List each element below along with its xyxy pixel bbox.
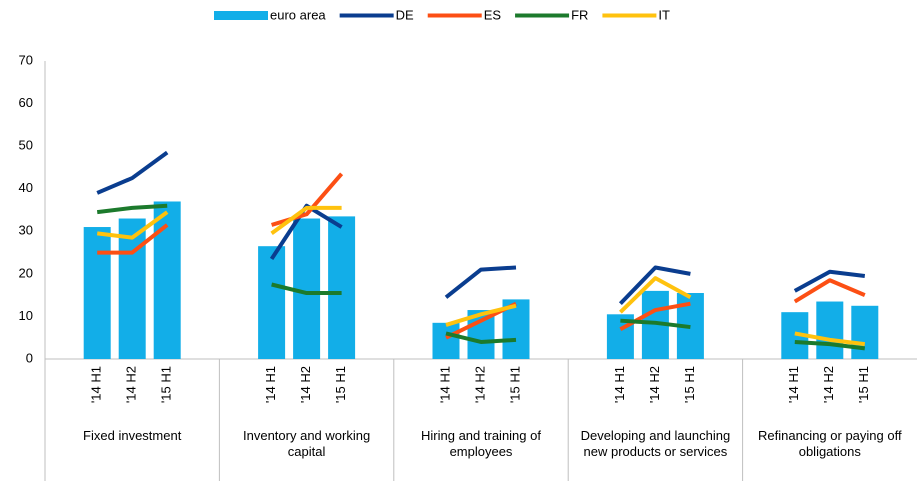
y-tick-label: 20	[19, 265, 33, 280]
y-tick-label: 10	[19, 308, 33, 323]
line	[96, 150, 169, 195]
line	[96, 203, 168, 215]
line	[793, 269, 866, 293]
y-tick-label: 0	[26, 350, 33, 365]
legend-label: euro area	[270, 7, 326, 22]
bar	[258, 246, 286, 359]
bar	[851, 305, 879, 359]
line	[271, 282, 342, 296]
line	[271, 172, 344, 227]
x-tick-label: '14 H2	[298, 366, 313, 403]
group-label: Refinancing or paying off obligations	[758, 428, 902, 459]
group-label: Hiring and training of employees	[421, 428, 541, 459]
legend-label: FR	[571, 7, 588, 22]
line	[620, 318, 691, 330]
line	[793, 278, 866, 304]
x-tick-label: '14 H2	[124, 366, 139, 403]
line	[270, 205, 342, 236]
line	[96, 210, 169, 240]
line	[269, 203, 343, 261]
x-tick-label: '14 H1	[263, 366, 278, 403]
line	[619, 276, 692, 314]
bar	[293, 218, 321, 359]
y-tick-label: 30	[19, 223, 33, 238]
legend-swatch	[214, 11, 268, 20]
group-label: Inventory and working capital	[243, 428, 371, 459]
bar	[432, 322, 460, 359]
legend-label: IT	[658, 7, 670, 22]
x-tick-label: '14 H2	[821, 366, 836, 403]
legend-label: DE	[396, 7, 414, 22]
bar	[118, 218, 146, 359]
x-tick-label: '14 H2	[647, 366, 662, 403]
bar	[816, 301, 844, 359]
group-label: Developing and launching new products or…	[580, 428, 731, 459]
x-tick-label: '15 H1	[507, 366, 522, 403]
line	[97, 223, 169, 255]
x-tick-label: '14 H1	[612, 366, 627, 403]
y-tick-label: 70	[19, 52, 33, 67]
bar	[328, 216, 356, 359]
x-tick-label: '14 H2	[472, 366, 487, 403]
y-tick-label: 60	[19, 95, 33, 110]
x-tick-label: '14 H1	[786, 366, 801, 403]
line	[618, 265, 691, 306]
line	[445, 303, 517, 327]
legend-label: ES	[484, 7, 502, 22]
y-tick-label: 40	[19, 180, 33, 195]
y-tick-label: 50	[19, 138, 33, 153]
line	[794, 331, 866, 347]
bar	[83, 227, 111, 359]
line	[794, 339, 866, 351]
x-tick-label: '15 H1	[159, 366, 174, 403]
x-tick-label: '15 H1	[856, 366, 871, 403]
x-tick-label: '15 H1	[333, 366, 348, 403]
x-tick-label: '15 H1	[682, 366, 697, 403]
bar	[153, 201, 181, 359]
x-tick-label: '14 H1	[437, 366, 452, 403]
x-tick-label: '14 H1	[89, 366, 104, 403]
group-label: Fixed investment	[83, 428, 182, 443]
line	[445, 331, 517, 344]
line	[444, 265, 517, 299]
